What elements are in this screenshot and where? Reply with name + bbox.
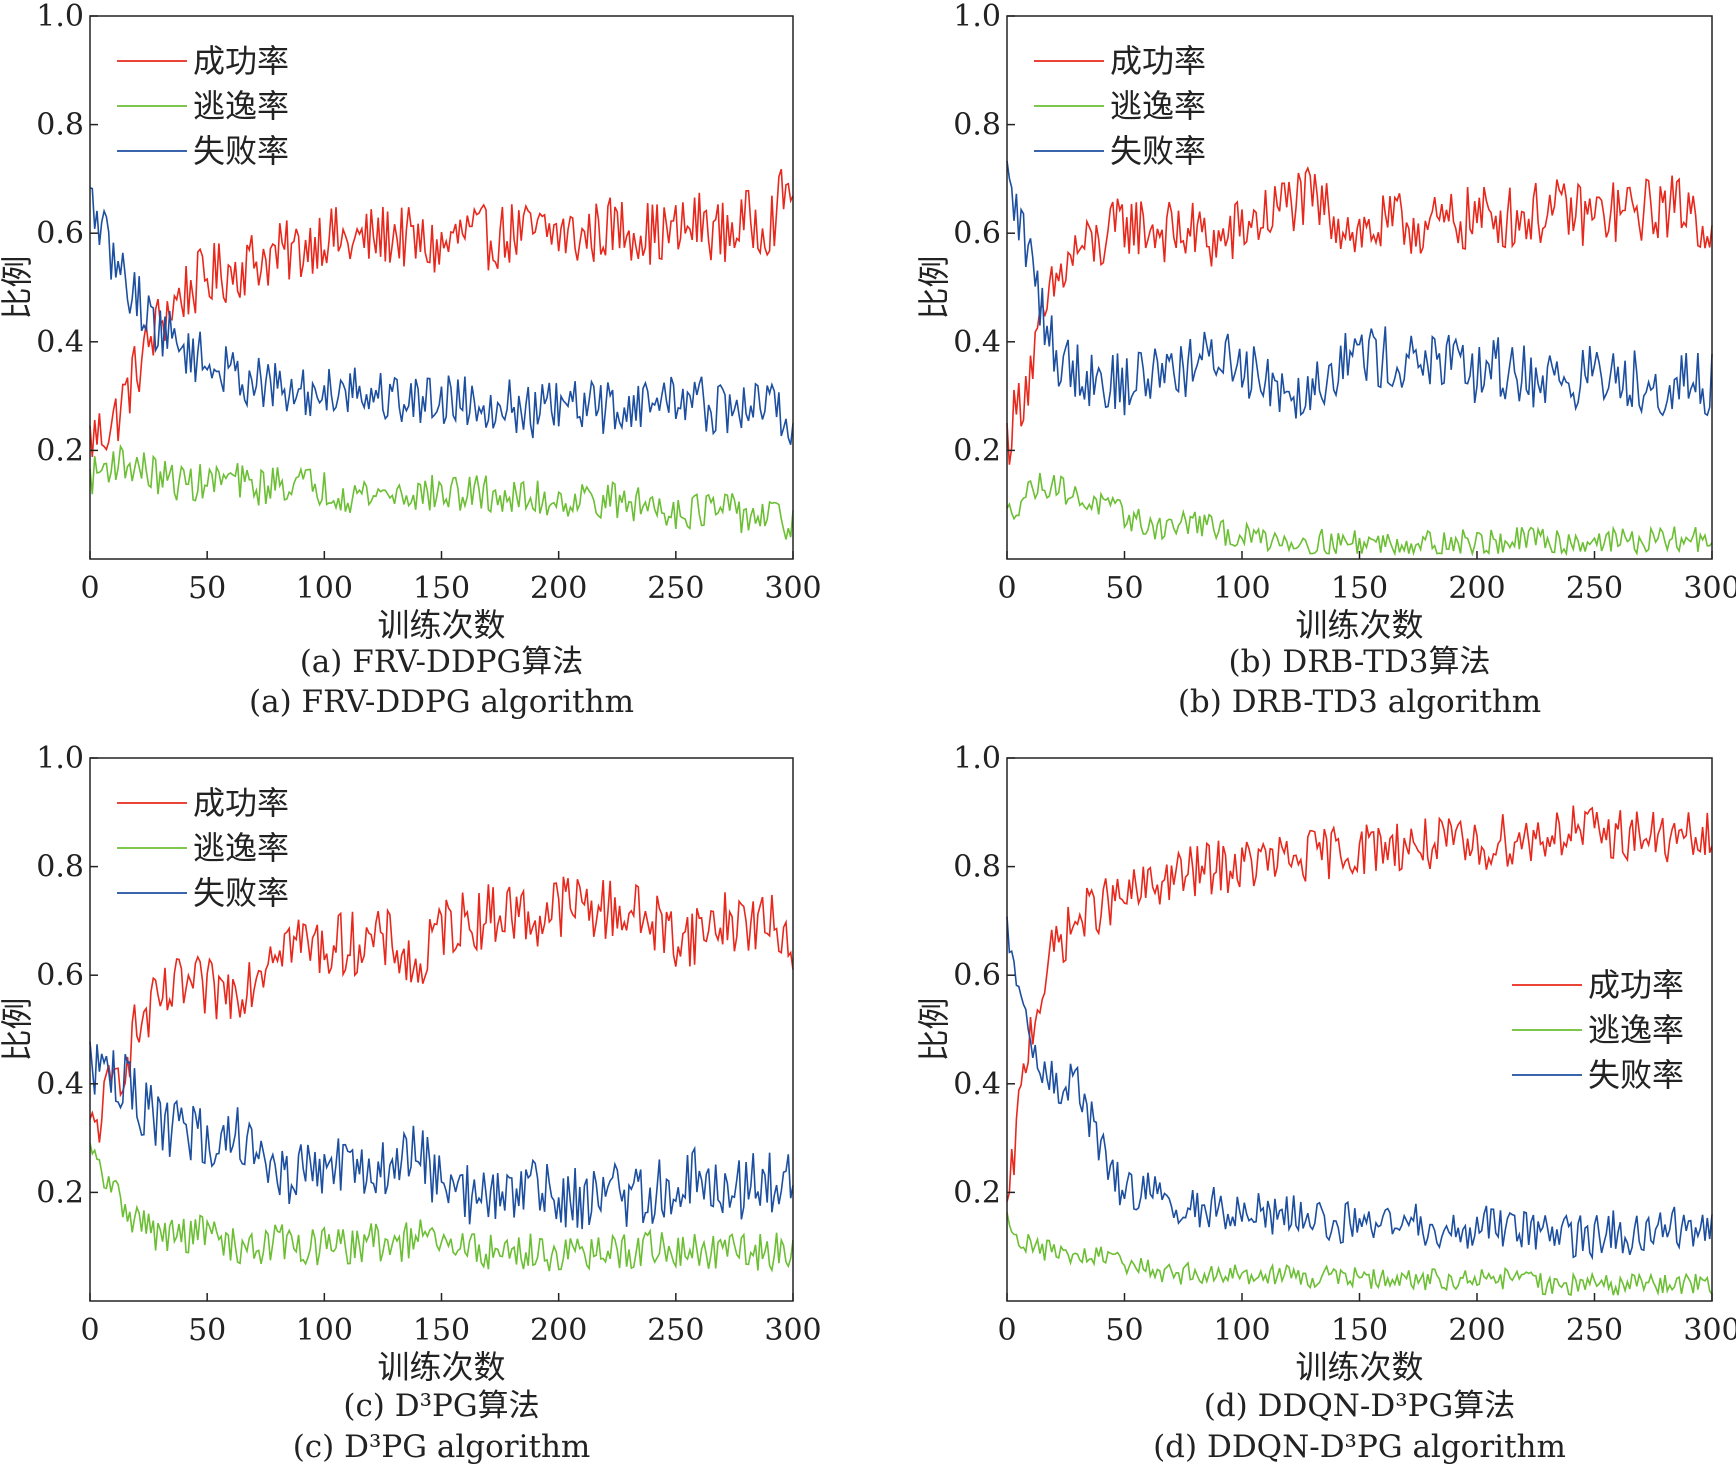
x-tick-label: 300 — [1683, 571, 1736, 606]
legend-label: 逃逸率 — [193, 829, 289, 867]
caption-chinese: (b) DRB-TD3算法 — [1228, 644, 1490, 680]
series-line-1 — [1006, 166, 1713, 465]
y-tick-label: 0.8 — [953, 108, 1001, 143]
caption-english: (b) DRB-TD3 algorithm — [1178, 684, 1541, 720]
caption-chinese: (d) DDQN-D³PG算法 — [1204, 1388, 1516, 1424]
y-tick-label: 1.0 — [953, 0, 1001, 34]
y-tick-label: 0.6 — [953, 958, 1001, 993]
x-tick-label: 100 — [296, 1313, 353, 1348]
series-line-3 — [1006, 916, 1713, 1261]
y-axis-label: 比例 — [0, 997, 36, 1061]
panel-d: 0 50 100 150 200 250 300 0.2 0.4 0.6 0.8 1.0 训练次数 比例 成… — [915, 741, 1736, 1465]
x-tick-label: 300 — [764, 571, 821, 606]
y-tick-label: 0.6 — [953, 216, 1001, 251]
x-tick-label: 250 — [1566, 571, 1623, 606]
series-line-1 — [89, 876, 794, 1143]
x-tick-label: 200 — [1448, 1313, 1505, 1348]
y-tick-label: 0.4 — [953, 1067, 1001, 1102]
legend-label: 逃逸率 — [1588, 1011, 1684, 1049]
y-tick-label: 0.4 — [953, 325, 1001, 360]
x-axis-label: 训练次数 — [1295, 1348, 1423, 1386]
legend-label: 成功率 — [1588, 966, 1684, 1004]
y-tick-label: 0.4 — [36, 325, 84, 360]
series-line-2 — [89, 1142, 794, 1273]
x-tick-label: 150 — [1331, 571, 1388, 606]
x-tick-label: 300 — [1683, 1313, 1736, 1348]
y-tick-label: 0.6 — [36, 958, 84, 993]
y-tick-label: 1.0 — [36, 0, 84, 34]
series-line-3 — [1006, 160, 1713, 419]
x-axis-label: 训练次数 — [377, 1348, 505, 1386]
series-line-3 — [89, 1041, 794, 1230]
y-tick-label: 0.2 — [953, 433, 1001, 468]
legend-label: 逃逸率 — [193, 87, 289, 125]
y-tick-label: 0.8 — [953, 850, 1001, 885]
x-tick-label: 250 — [647, 571, 704, 606]
x-axis-label: 训练次数 — [1295, 606, 1423, 644]
x-tick-label: 150 — [413, 571, 470, 606]
legend-label: 成功率 — [193, 784, 289, 822]
series-line-2 — [89, 443, 794, 540]
x-tick-label: 200 — [530, 571, 587, 606]
caption-chinese: (a) FRV-DDPG算法 — [300, 644, 584, 680]
legend-label: 成功率 — [193, 42, 289, 80]
y-axis-label: 比例 — [915, 255, 953, 319]
y-tick-label: 0.2 — [953, 1175, 1001, 1210]
x-tick-label: 150 — [1331, 1313, 1388, 1348]
x-tick-label: 0 — [80, 571, 99, 606]
y-tick-label: 0.8 — [36, 850, 84, 885]
x-axis-label: 训练次数 — [377, 606, 505, 644]
x-tick-label: 50 — [188, 571, 226, 606]
x-tick-label: 0 — [80, 1313, 99, 1348]
x-tick-label: 50 — [1105, 571, 1143, 606]
x-tick-label: 250 — [1566, 1313, 1623, 1348]
series-line-3 — [89, 186, 794, 445]
x-tick-label: 100 — [1213, 571, 1270, 606]
series-line-2 — [1006, 472, 1713, 557]
y-tick-label: 0.4 — [36, 1067, 84, 1102]
legend-label: 成功率 — [1110, 42, 1206, 80]
y-tick-label: 0.2 — [36, 433, 84, 468]
caption-chinese: (c) D³PG算法 — [343, 1388, 539, 1424]
legend-label: 失败率 — [1588, 1056, 1684, 1094]
y-tick-label: 0.8 — [36, 108, 84, 143]
y-tick-label: 1.0 — [36, 741, 84, 776]
x-tick-label: 50 — [188, 1313, 226, 1348]
panel-b: 0 50 100 150 200 250 300 0.2 0.4 0.6 0.8 1.0 训练次数 比例 成… — [915, 0, 1736, 720]
legend-label: 失败率 — [193, 874, 289, 912]
y-axis-label: 比例 — [915, 997, 953, 1061]
series-line-2 — [1006, 1212, 1713, 1297]
caption-english: (d) DDQN-D³PG algorithm — [1153, 1429, 1566, 1465]
legend-label: 失败率 — [193, 132, 289, 170]
x-tick-label: 200 — [1448, 571, 1505, 606]
x-tick-label: 50 — [1105, 1313, 1143, 1348]
x-tick-label: 100 — [1213, 1313, 1270, 1348]
x-tick-label: 100 — [296, 571, 353, 606]
series-line-1 — [89, 168, 794, 458]
series-line-1 — [1006, 805, 1713, 1202]
x-tick-label: 300 — [764, 1313, 821, 1348]
y-axis-label: 比例 — [0, 255, 36, 319]
panel-a: 0 50 100 150 200 250 300 0.2 0.4 0.6 0.8 1.0 训练次数 比例 成… — [0, 0, 822, 720]
x-tick-label: 150 — [413, 1313, 470, 1348]
caption-english: (a) FRV-DDPG algorithm — [249, 684, 634, 720]
x-tick-label: 200 — [530, 1313, 587, 1348]
caption-english: (c) D³PG algorithm — [293, 1429, 591, 1465]
legend-label: 逃逸率 — [1110, 87, 1206, 125]
x-tick-label: 0 — [997, 571, 1016, 606]
x-tick-label: 0 — [997, 1313, 1016, 1348]
legend-label: 失败率 — [1110, 132, 1206, 170]
x-tick-label: 250 — [647, 1313, 704, 1348]
y-tick-label: 0.2 — [36, 1175, 84, 1210]
y-tick-label: 0.6 — [36, 216, 84, 251]
y-tick-label: 1.0 — [953, 741, 1001, 776]
panel-c: 0 50 100 150 200 250 300 0.2 0.4 0.6 0.8 1.0 训练次数 比例 成… — [0, 741, 822, 1465]
